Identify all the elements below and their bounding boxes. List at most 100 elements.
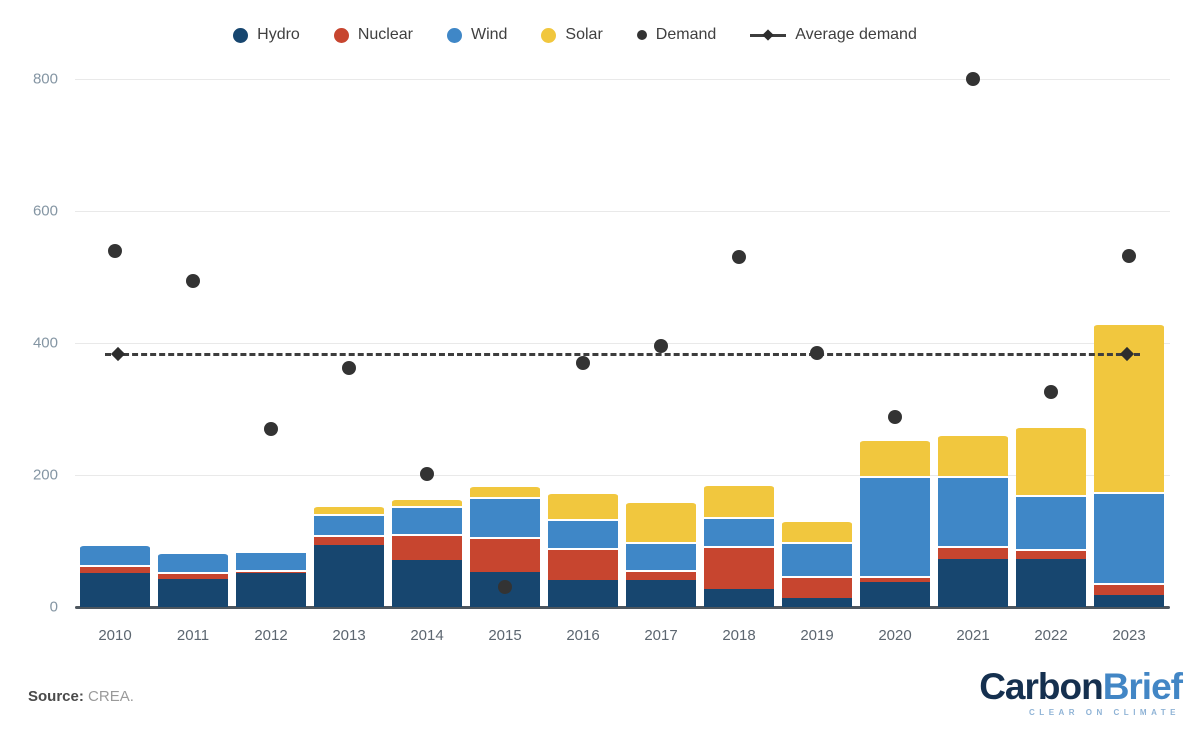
demand-dot-2018[interactable]	[732, 250, 746, 265]
segment-solar-2013[interactable]	[314, 504, 384, 514]
legend-item-hydro[interactable]: Hydro	[233, 26, 300, 44]
y-tick-label: 0	[49, 598, 58, 616]
segment-wind-2022[interactable]	[1016, 494, 1086, 549]
segment-hydro-2013[interactable]	[314, 544, 384, 607]
segment-hydro-2019[interactable]	[782, 597, 852, 607]
segment-nuclear-2012[interactable]	[236, 570, 306, 573]
stacked-bar-2011[interactable]	[158, 552, 228, 607]
segment-wind-2014[interactable]	[392, 506, 462, 535]
stacked-bar-2010[interactable]	[80, 543, 150, 607]
demand-dot-2013[interactable]	[342, 361, 356, 376]
demand-dot-2021[interactable]	[966, 72, 980, 86]
y-tick-label: 800	[32, 70, 58, 88]
segment-hydro-2018[interactable]	[704, 588, 774, 607]
segment-hydro-2022[interactable]	[1016, 558, 1086, 607]
x-tick-label-2015: 2015	[488, 627, 522, 644]
demand-dot-2019[interactable]	[810, 345, 824, 360]
segment-hydro-2010[interactable]	[80, 572, 150, 607]
stacked-bar-2022[interactable]	[1016, 425, 1086, 607]
segment-hydro-2023[interactable]	[1094, 595, 1164, 607]
segment-nuclear-2017[interactable]	[626, 570, 696, 580]
segment-nuclear-2018[interactable]	[704, 545, 774, 589]
demand-dot-2012[interactable]	[264, 421, 278, 436]
stacked-bar-2014[interactable]	[392, 498, 462, 607]
y-tick-label: 200	[32, 466, 58, 484]
legend-item-demand[interactable]: Demand	[636, 26, 717, 44]
segment-wind-2012[interactable]	[236, 550, 306, 571]
stacked-bar-2023[interactable]	[1094, 323, 1164, 607]
segment-hydro-2020[interactable]	[860, 581, 930, 607]
nuclear-swatch-icon	[333, 27, 349, 43]
demand-dot-2016[interactable]	[576, 355, 590, 370]
demand-dot-2022[interactable]	[1044, 384, 1058, 399]
x-tick-label-2020: 2020	[878, 627, 912, 644]
segment-wind-2018[interactable]	[704, 517, 774, 546]
segment-nuclear-2015[interactable]	[470, 537, 540, 573]
segment-nuclear-2011[interactable]	[158, 572, 228, 580]
segment-hydro-2021[interactable]	[938, 558, 1008, 607]
demand-dot-2017[interactable]	[654, 339, 668, 354]
segment-hydro-2012[interactable]	[236, 572, 306, 607]
gridline-400	[75, 343, 1170, 344]
legend-item-solar[interactable]: Solar	[541, 26, 603, 44]
segment-solar-2015[interactable]	[470, 484, 540, 497]
segment-nuclear-2020[interactable]	[860, 575, 930, 582]
x-tick-label-2013: 2013	[332, 627, 366, 644]
stacked-bar-2017[interactable]	[626, 500, 696, 607]
segment-hydro-2016[interactable]	[548, 579, 618, 607]
segment-nuclear-2021[interactable]	[938, 546, 1008, 559]
segment-wind-2015[interactable]	[470, 496, 540, 538]
segment-solar-2016[interactable]	[548, 491, 618, 520]
segment-nuclear-2022[interactable]	[1016, 548, 1086, 559]
segment-wind-2016[interactable]	[548, 519, 618, 549]
legend-item-nuclear[interactable]: Nuclear	[333, 26, 413, 44]
demand-dot-2010[interactable]	[108, 243, 122, 258]
segment-nuclear-2023[interactable]	[1094, 583, 1164, 596]
gridline-800	[75, 79, 1170, 80]
stacked-bar-2020[interactable]	[860, 439, 930, 607]
segment-solar-2012[interactable]	[236, 548, 306, 551]
stacked-bar-2016[interactable]	[548, 491, 618, 607]
segment-nuclear-2014[interactable]	[392, 534, 462, 561]
segment-wind-2020[interactable]	[860, 475, 930, 576]
source-note: Source: CREA.	[28, 688, 134, 705]
demand-dot-2011[interactable]	[186, 273, 200, 288]
segment-wind-2013[interactable]	[314, 513, 384, 536]
segment-wind-2021[interactable]	[938, 475, 1008, 547]
segment-hydro-2011[interactable]	[158, 579, 228, 607]
stacked-bar-2021[interactable]	[938, 434, 1008, 607]
demand-dot-2015[interactable]	[498, 580, 512, 595]
legend-label: Demand	[655, 26, 717, 43]
segment-wind-2023[interactable]	[1094, 492, 1164, 584]
x-tick-label-2010: 2010	[98, 627, 132, 644]
source-value: CREA.	[83, 688, 134, 705]
stacked-bar-2012[interactable]	[236, 548, 306, 607]
segment-solar-2014[interactable]	[392, 498, 462, 507]
x-tick-label-2019: 2019	[800, 627, 834, 644]
segment-solar-2019[interactable]	[782, 519, 852, 542]
segment-nuclear-2019[interactable]	[782, 575, 852, 598]
stacked-bar-2013[interactable]	[314, 504, 384, 607]
legend-item-average-demand[interactable]: Average demand	[750, 26, 917, 44]
segment-wind-2019[interactable]	[782, 541, 852, 576]
demand-dot-2014[interactable]	[420, 466, 434, 481]
segment-wind-2017[interactable]	[626, 541, 696, 571]
demand-dot-2020[interactable]	[888, 409, 902, 424]
segment-nuclear-2016[interactable]	[548, 548, 618, 580]
segment-wind-2011[interactable]	[158, 552, 228, 573]
stacked-bar-2019[interactable]	[782, 519, 852, 607]
segment-hydro-2014[interactable]	[392, 560, 462, 607]
segment-nuclear-2013[interactable]	[314, 535, 384, 545]
legend-item-wind[interactable]: Wind	[446, 26, 507, 44]
segment-solar-2020[interactable]	[860, 439, 930, 476]
segment-solar-2021[interactable]	[938, 434, 1008, 476]
segment-wind-2010[interactable]	[80, 543, 150, 565]
demand-dot-2023[interactable]	[1122, 248, 1136, 263]
x-tick-label-2022: 2022	[1034, 627, 1068, 644]
segment-hydro-2017[interactable]	[626, 579, 696, 607]
stacked-bar-2018[interactable]	[704, 484, 774, 607]
segment-solar-2022[interactable]	[1016, 425, 1086, 495]
segment-solar-2017[interactable]	[626, 500, 696, 542]
segment-nuclear-2010[interactable]	[80, 564, 150, 573]
segment-solar-2018[interactable]	[704, 484, 774, 518]
